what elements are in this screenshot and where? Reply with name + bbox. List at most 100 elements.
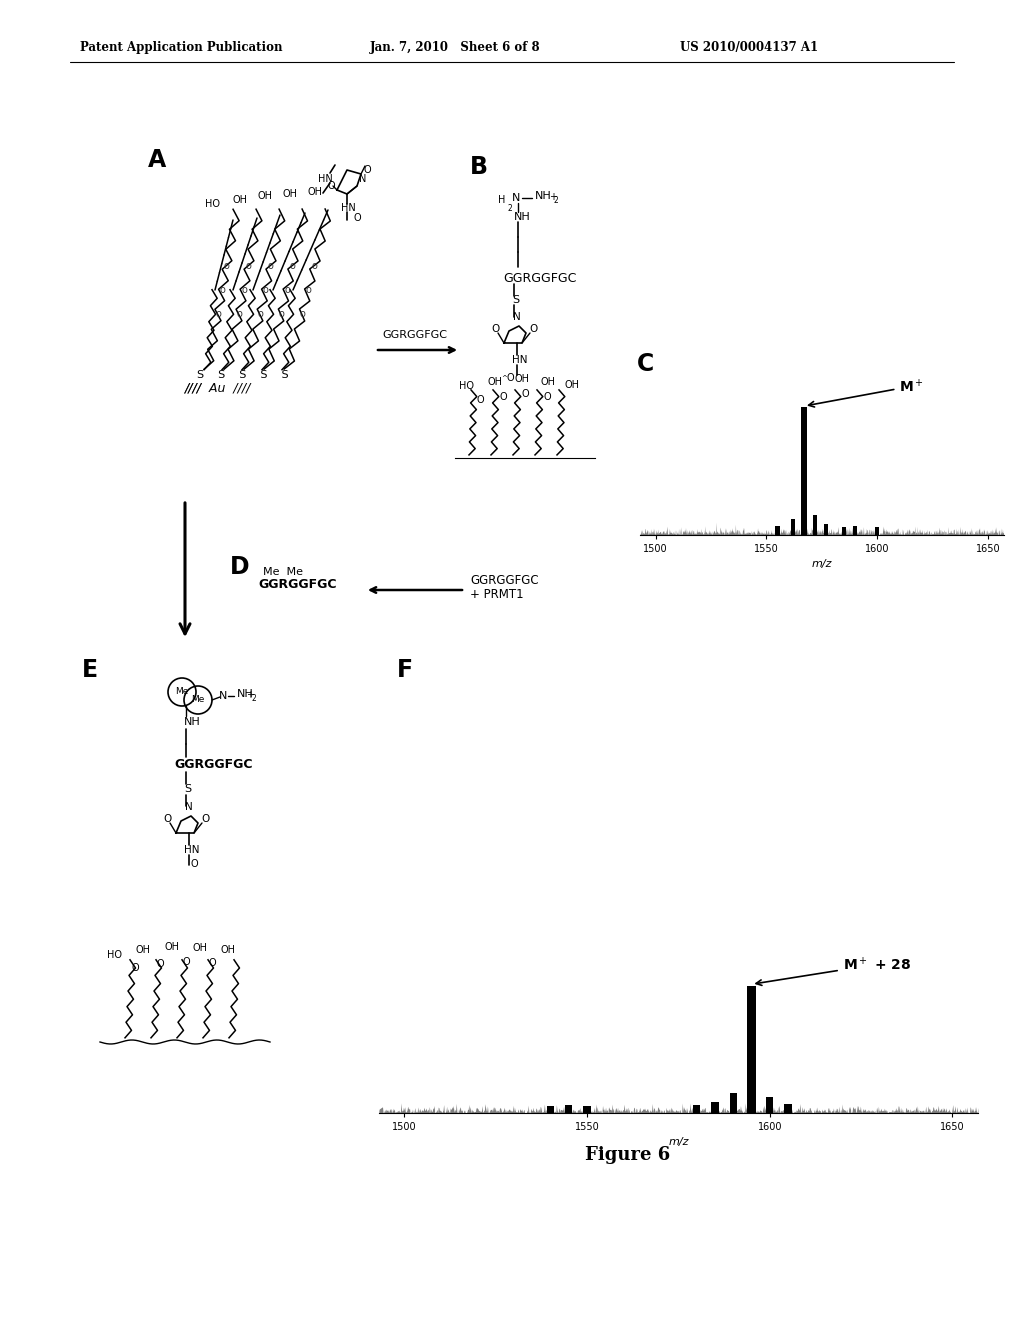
Text: 2: 2 xyxy=(252,694,256,704)
Text: HN: HN xyxy=(341,203,355,213)
Bar xyxy=(791,519,796,535)
Text: O: O xyxy=(328,181,335,191)
Bar xyxy=(746,986,756,1113)
Text: O: O xyxy=(164,814,172,824)
Text: S: S xyxy=(512,294,519,305)
Text: O: O xyxy=(543,392,551,403)
Text: M$^+$ + 28: M$^+$ + 28 xyxy=(756,956,911,986)
Text: OH: OH xyxy=(220,945,236,954)
Text: N: N xyxy=(185,803,193,812)
Text: D: D xyxy=(230,554,250,579)
Text: GGRGGFGC: GGRGGFGC xyxy=(174,759,253,771)
Text: E: E xyxy=(82,657,98,682)
Text: HO: HO xyxy=(460,381,474,391)
Text: OH: OH xyxy=(165,942,179,952)
Text: + PRMT1: + PRMT1 xyxy=(470,587,523,601)
Text: O: O xyxy=(528,323,538,334)
Text: NH: NH xyxy=(237,689,254,700)
Text: OH: OH xyxy=(541,378,555,387)
Text: o: o xyxy=(219,285,225,294)
Text: o: o xyxy=(311,261,317,271)
Bar xyxy=(584,1106,591,1113)
Text: o: o xyxy=(262,285,268,294)
Text: O: O xyxy=(499,392,507,403)
Bar xyxy=(565,1105,572,1113)
Text: NH: NH xyxy=(514,213,530,222)
Text: Me  Me: Me Me xyxy=(263,568,303,577)
Text: +: + xyxy=(549,191,557,202)
Text: OH: OH xyxy=(487,378,503,387)
Text: ////  Au  ////: //// Au //// xyxy=(185,381,251,395)
Text: o: o xyxy=(241,285,247,294)
Text: O: O xyxy=(364,165,371,176)
Text: OH: OH xyxy=(193,942,208,953)
Text: GGRGGFGC: GGRGGFGC xyxy=(382,330,447,341)
Text: O: O xyxy=(521,389,528,399)
Text: OH: OH xyxy=(564,380,580,389)
Text: OH: OH xyxy=(135,945,151,954)
Text: N: N xyxy=(512,193,520,203)
Text: Me: Me xyxy=(191,696,205,705)
Bar xyxy=(712,1102,719,1113)
Text: o: o xyxy=(279,309,285,319)
Text: O: O xyxy=(476,395,483,405)
Text: O: O xyxy=(190,859,198,869)
Text: o: o xyxy=(246,261,252,271)
Bar xyxy=(801,408,807,535)
Bar xyxy=(766,1097,773,1113)
Text: GGRGGFGC: GGRGGFGC xyxy=(258,578,337,591)
Text: Patent Application Publication: Patent Application Publication xyxy=(80,41,283,54)
Text: O: O xyxy=(492,323,500,334)
Bar xyxy=(813,515,817,535)
Text: S: S xyxy=(184,784,191,795)
Text: o: o xyxy=(237,309,242,319)
Text: GGRGGFGC: GGRGGFGC xyxy=(503,272,577,285)
Text: ^: ^ xyxy=(501,375,507,381)
Text: Figure 6: Figure 6 xyxy=(586,1146,671,1164)
Text: O: O xyxy=(201,814,209,824)
Text: HN: HN xyxy=(184,845,200,855)
Text: O: O xyxy=(353,213,360,223)
Text: o: o xyxy=(257,309,263,319)
Text: N: N xyxy=(513,312,521,322)
Text: HN: HN xyxy=(512,355,527,366)
Text: NH: NH xyxy=(184,717,201,727)
Text: OH: OH xyxy=(514,374,529,384)
X-axis label: m/z: m/z xyxy=(811,560,833,569)
Bar xyxy=(729,1093,737,1113)
Text: A: A xyxy=(148,148,166,172)
Bar xyxy=(784,1104,792,1113)
Text: HO: HO xyxy=(108,950,123,960)
Text: Jan. 7, 2010   Sheet 6 of 8: Jan. 7, 2010 Sheet 6 of 8 xyxy=(370,41,541,54)
Text: M$^+$: M$^+$ xyxy=(809,378,925,407)
Text: OH: OH xyxy=(257,191,272,201)
Text: N: N xyxy=(359,174,367,183)
Text: Me: Me xyxy=(175,688,188,697)
Text: HO: HO xyxy=(205,199,219,209)
Text: C: C xyxy=(637,352,654,376)
Text: o: o xyxy=(299,309,305,319)
Text: OH: OH xyxy=(232,195,248,205)
Text: ////: //// xyxy=(185,381,202,395)
Text: O: O xyxy=(131,964,139,973)
Text: GGRGGFGC: GGRGGFGC xyxy=(470,573,539,586)
Text: o: o xyxy=(215,309,221,319)
X-axis label: m/z: m/z xyxy=(668,1138,689,1147)
Bar xyxy=(874,527,880,535)
Text: NH: NH xyxy=(535,191,552,201)
Bar xyxy=(547,1106,554,1113)
Text: o: o xyxy=(224,261,229,271)
Text: o: o xyxy=(305,285,311,294)
Text: N: N xyxy=(219,690,227,701)
Text: o: o xyxy=(268,261,273,271)
Text: US 2010/0004137 A1: US 2010/0004137 A1 xyxy=(680,41,818,54)
Text: O: O xyxy=(157,960,164,969)
Text: HN: HN xyxy=(317,174,333,183)
Text: O: O xyxy=(208,958,216,968)
Text: 2: 2 xyxy=(553,195,558,205)
Text: O: O xyxy=(506,374,514,383)
Text: F: F xyxy=(397,657,413,682)
Text: S    S    S    S    S: S S S S S xyxy=(197,370,289,380)
Text: OH: OH xyxy=(283,189,298,199)
Text: O: O xyxy=(182,957,189,968)
